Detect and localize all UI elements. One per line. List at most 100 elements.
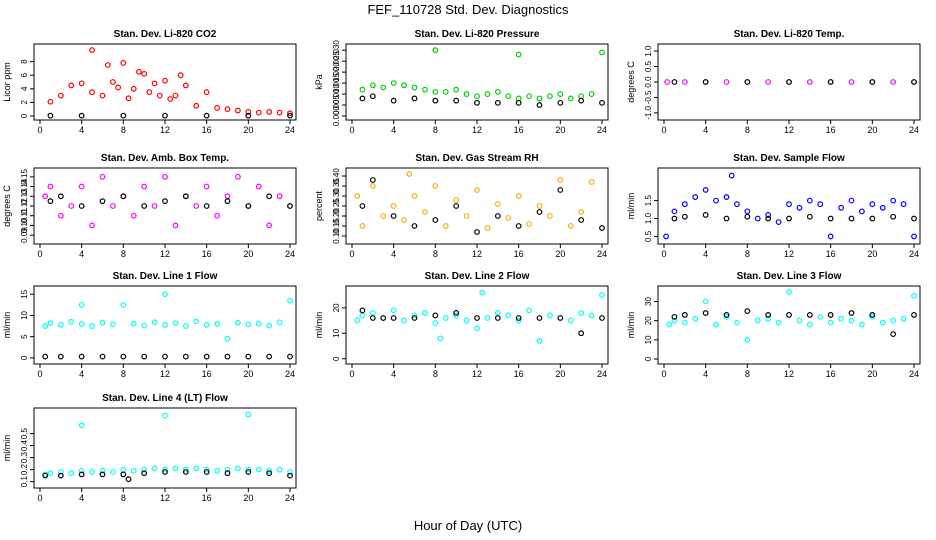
data-point (57, 92, 64, 99)
data-point (162, 77, 168, 84)
x-tick-label: 0 (661, 369, 666, 379)
overlay-point (911, 215, 917, 222)
overlay-point (125, 476, 132, 483)
data-point (287, 110, 293, 117)
data-point (588, 91, 595, 97)
overlay-point (671, 79, 678, 85)
data-point (890, 197, 897, 204)
y-tick-label: 0.13 (20, 188, 29, 204)
y-tick-label: 0 (644, 356, 653, 361)
data-point (141, 183, 148, 190)
overlay-point (47, 198, 54, 205)
data-point (869, 201, 876, 208)
data-point (879, 319, 886, 326)
data-point (89, 323, 95, 329)
y-axis-label: kPa (314, 74, 324, 90)
overlay-point (765, 312, 772, 318)
data-point (276, 466, 283, 473)
data-point (453, 312, 460, 319)
chart-title: Stan. Dev. Sample Flow (733, 153, 845, 164)
data-point (130, 85, 137, 92)
overlay-point (786, 215, 792, 222)
overlay-point (557, 187, 564, 193)
data-point (411, 312, 418, 319)
data-point (557, 177, 564, 183)
data-point (547, 312, 553, 319)
data-point (671, 208, 678, 215)
x-tick-label: 16 (202, 249, 212, 259)
overlay-point (287, 203, 293, 209)
data-point (536, 338, 543, 344)
x-tick-label: 16 (826, 369, 836, 379)
overlay-point (78, 112, 85, 119)
x-tick-label: 4 (703, 125, 708, 135)
data-point (422, 310, 428, 316)
overlay-point (224, 198, 231, 205)
overlay-point (869, 215, 876, 222)
overlay-point (723, 312, 730, 318)
data-point (162, 466, 168, 473)
overlay-point (453, 203, 460, 209)
y-tick-label: 0.40 (332, 168, 341, 184)
y-axis-label: ml/min (626, 312, 636, 339)
y-tick-label: 0.005 (332, 94, 341, 115)
data-point (203, 183, 210, 190)
data-point (484, 315, 491, 321)
data-point (99, 467, 106, 474)
data-point (203, 321, 210, 328)
overlay-point (536, 209, 543, 215)
data-point (78, 301, 85, 308)
overlay-point (806, 312, 813, 318)
y-tick-label: 10 (20, 310, 29, 319)
overlay-point (369, 93, 376, 100)
overlay-point (786, 79, 792, 85)
chart-panel: Stan. Dev. Li-820 Temp. degrees C 0 4 8 12 16 2… (626, 29, 921, 135)
data-point (401, 217, 407, 223)
chart-panel: Stan. Dev. Line 1 Flow ml/min 0 4 8 12 16 20 24 0… (2, 271, 297, 379)
overlay-point (99, 198, 106, 205)
overlay-point (141, 353, 148, 360)
data-point (474, 187, 480, 193)
data-point (536, 95, 543, 102)
overlay-point (474, 99, 480, 106)
overlay-point (42, 353, 49, 360)
x-tick-label: 0 (349, 125, 354, 135)
data-point (255, 466, 262, 473)
overlay-point (182, 353, 189, 360)
x-tick-label: 12 (472, 125, 482, 135)
data-point (89, 469, 95, 475)
overlay-point (578, 330, 585, 337)
data-point (203, 89, 210, 96)
x-tick-label: 20 (867, 369, 877, 379)
data-point (536, 203, 543, 209)
data-point (692, 315, 699, 322)
overlay-point (99, 353, 106, 360)
chart-panel: Stan. Dev. Line 3 Flow ml/min 0 4 8 12 16 20 24 0… (626, 271, 921, 379)
data-point (276, 109, 283, 116)
x-tick-label: 8 (433, 249, 438, 259)
data-point (723, 79, 730, 85)
data-point (401, 317, 407, 324)
data-point (369, 183, 376, 189)
y-tick-label: 0.15 (332, 218, 341, 234)
data-point (266, 467, 273, 474)
overlay-point (869, 79, 876, 85)
x-tick-label: 8 (745, 369, 750, 379)
overlay-point (266, 193, 273, 200)
chart-title: Stan. Dev. Li-820 Pressure (415, 29, 540, 40)
chart-title: Stan. Dev. Amb. Box Temp. (101, 153, 229, 164)
overlay-point (557, 315, 564, 321)
y-tick-label: 0.25 (332, 198, 341, 214)
data-point (859, 208, 865, 215)
data-point (567, 317, 574, 324)
overlay-point (182, 193, 189, 200)
data-point (354, 193, 361, 199)
data-point (203, 466, 210, 473)
overlay-point (599, 315, 605, 321)
y-tick-label: 0.14 (20, 178, 29, 194)
y-tick-label: 15 (20, 289, 29, 298)
data-point (681, 79, 688, 85)
overlay-point (203, 353, 210, 360)
x-tick-label: 12 (784, 125, 794, 135)
y-tick-label: 0.5 (20, 427, 29, 439)
